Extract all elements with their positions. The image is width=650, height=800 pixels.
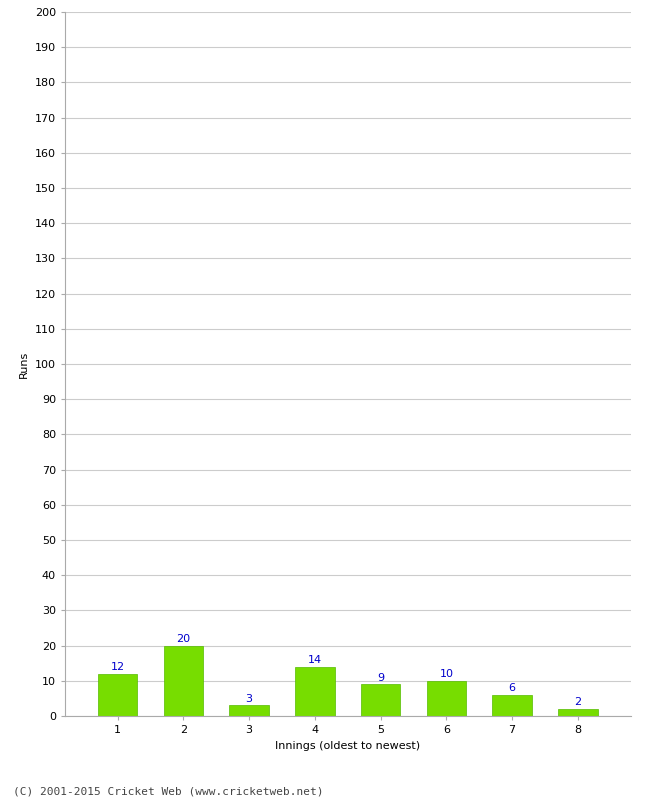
Bar bbox=[493, 695, 532, 716]
Bar bbox=[98, 674, 137, 716]
Bar bbox=[361, 684, 400, 716]
Bar bbox=[229, 706, 269, 716]
Text: 6: 6 bbox=[509, 683, 515, 693]
Text: 20: 20 bbox=[176, 634, 190, 644]
Text: 3: 3 bbox=[246, 694, 253, 704]
Bar bbox=[295, 666, 335, 716]
Text: 12: 12 bbox=[111, 662, 125, 672]
Text: 2: 2 bbox=[575, 697, 582, 707]
Text: 9: 9 bbox=[377, 673, 384, 682]
X-axis label: Innings (oldest to newest): Innings (oldest to newest) bbox=[275, 741, 421, 750]
Text: 10: 10 bbox=[439, 669, 454, 679]
Text: (C) 2001-2015 Cricket Web (www.cricketweb.net): (C) 2001-2015 Cricket Web (www.cricketwe… bbox=[13, 786, 324, 796]
Bar bbox=[164, 646, 203, 716]
Bar bbox=[426, 681, 466, 716]
Bar bbox=[558, 709, 597, 716]
Text: 14: 14 bbox=[308, 655, 322, 665]
Y-axis label: Runs: Runs bbox=[20, 350, 29, 378]
